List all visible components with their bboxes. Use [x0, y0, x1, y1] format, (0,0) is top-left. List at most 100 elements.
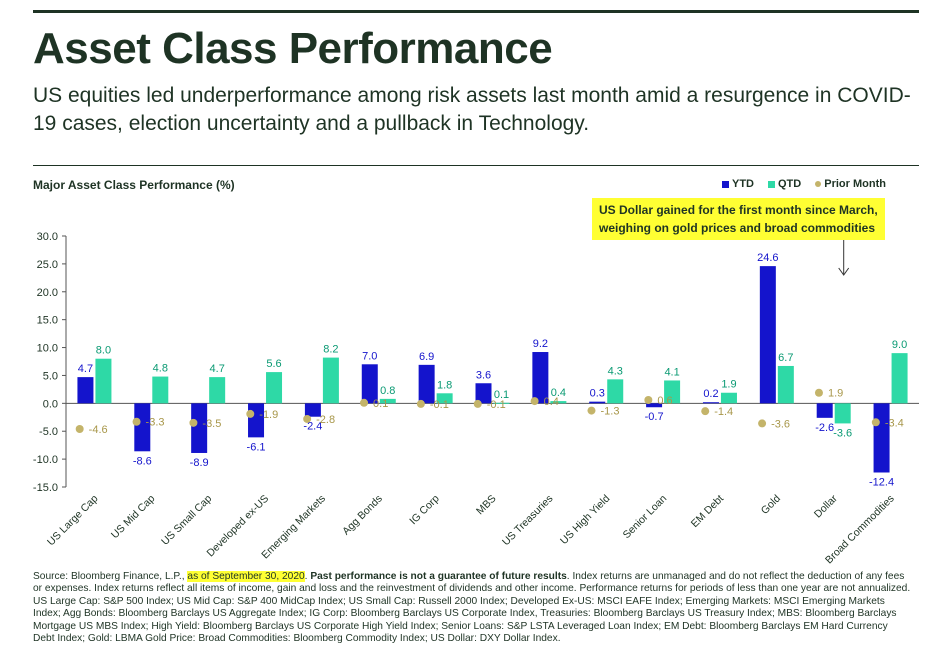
bar-qtd	[152, 376, 169, 404]
x-tick-label: US Small Cap	[159, 493, 214, 548]
bar-qtd	[379, 398, 396, 404]
bar-qtd	[834, 403, 851, 424]
data-label-qtd: 4.3	[608, 365, 623, 377]
legend-label-ytd: YTD	[732, 178, 754, 190]
bar-ytd	[702, 402, 719, 404]
data-label-qtd: 0.4	[551, 387, 566, 399]
bar-ytd	[475, 383, 492, 404]
dot-prior-month	[530, 397, 539, 406]
data-label-ytd: 7.0	[362, 350, 377, 362]
data-label-qtd: 5.6	[266, 358, 281, 370]
data-label-qtd: 0.1	[494, 389, 509, 401]
data-label-ytd: 4.7	[78, 363, 93, 375]
footnote-disclaimer: Past performance is not a guarantee of f…	[310, 571, 567, 582]
x-tick-label: Senior Loan	[621, 493, 670, 542]
legend-swatch-ytd	[722, 180, 729, 188]
data-label-prior-month: -1.9	[259, 409, 278, 421]
y-tick-label: -15.0	[33, 482, 58, 494]
page-title: Asset Class Performance	[33, 24, 553, 73]
data-label-prior-month: 1.9	[828, 388, 843, 400]
footnote-details: . Index returns are unmanaged and do not…	[33, 571, 911, 645]
data-label-qtd: 1.8	[437, 379, 452, 391]
bar-ytd	[77, 377, 94, 404]
dot-prior-month	[814, 388, 823, 397]
data-label-qtd: 1.9	[721, 379, 736, 391]
x-tick-label: US High Yield	[558, 493, 612, 547]
data-label-ytd: 9.2	[533, 338, 548, 350]
data-label-qtd: 4.7	[210, 363, 225, 375]
data-label-prior-month: -0.1	[487, 399, 506, 411]
chart-annotation-callout: US Dollar gained for the first month sin…	[592, 198, 885, 240]
dot-prior-month	[132, 417, 141, 426]
legend-label-qtd: QTD	[778, 178, 802, 190]
x-tick-label: MBS	[474, 493, 499, 518]
data-label-qtd: 8.2	[323, 344, 338, 356]
y-tick-label: 30.0	[37, 231, 58, 243]
annotation-arrow-head	[838, 267, 850, 276]
data-label-prior-month: -1.3	[600, 406, 619, 418]
bar-ytd	[873, 403, 890, 473]
dot-prior-month	[644, 395, 653, 404]
chart-title: Major Asset Class Performance (%)	[33, 178, 235, 192]
data-label-prior-month: -0.1	[430, 399, 449, 411]
data-label-ytd: -2.4	[303, 421, 322, 433]
data-label-qtd: 4.8	[153, 363, 168, 375]
dot-prior-month	[303, 414, 312, 423]
bar-qtd	[550, 401, 567, 404]
x-tick-label: Developed ex-US	[204, 493, 271, 560]
bar-qtd	[436, 393, 453, 404]
bar-ytd	[191, 403, 208, 453]
data-label-prior-month: -2.8	[316, 414, 335, 426]
annotation-line-2: weighing on gold prices and broad commod…	[599, 221, 876, 235]
data-label-ytd: 3.6	[476, 369, 491, 381]
x-tick-label: EM Debt	[689, 493, 726, 530]
data-label-prior-month: 0.1	[373, 398, 388, 410]
bar-ytd	[532, 352, 549, 404]
bar-qtd	[891, 353, 908, 404]
y-tick-label: 20.0	[37, 287, 58, 299]
y-tick-label: 25.0	[37, 259, 58, 271]
bar-qtd	[266, 372, 283, 404]
bar-ytd	[418, 364, 435, 404]
data-label-prior-month: 0.6	[657, 395, 672, 407]
data-label-ytd: -6.1	[247, 441, 266, 453]
annotation-line-1: US Dollar gained for the first month sin…	[599, 203, 878, 217]
dot-prior-month	[701, 407, 710, 416]
data-label-qtd: 4.1	[664, 366, 679, 378]
x-tick-label: Agg Bonds	[340, 493, 385, 538]
x-tick-label: US Treasuries	[500, 493, 556, 549]
x-tick-label: Dollar	[812, 492, 840, 520]
data-label-prior-month: -3.3	[146, 417, 165, 429]
data-label-ytd: -2.6	[815, 422, 834, 434]
y-tick-label: 5.0	[43, 370, 58, 382]
legend-item-prior-month: Prior Month	[815, 178, 886, 190]
bar-ytd	[134, 403, 151, 452]
dot-prior-month	[587, 406, 596, 415]
dot-prior-month	[416, 399, 425, 408]
data-label-qtd: -3.6	[833, 427, 852, 439]
data-label-ytd: -0.7	[645, 411, 664, 423]
bar-ytd	[759, 266, 776, 404]
bar-ytd	[361, 364, 378, 404]
chart-legend: YTD QTD Prior Month	[722, 178, 886, 190]
legend-item-ytd: YTD	[722, 178, 754, 190]
bar-qtd	[493, 402, 510, 404]
x-tick-label: US Large Cap	[45, 493, 101, 549]
data-label-ytd: 0.3	[590, 388, 605, 400]
page-subtitle: US equities led underperformance among r…	[33, 84, 911, 135]
y-tick-label: 10.0	[37, 343, 58, 355]
bar-qtd	[322, 357, 339, 404]
footnote: Source: Bloomberg Finance, L.P., as of S…	[33, 571, 911, 645]
data-label-prior-month: -3.4	[885, 417, 904, 429]
bar-qtd	[95, 358, 112, 404]
data-label-qtd: 8.0	[96, 345, 111, 357]
x-tick-label: IG Corp	[407, 493, 442, 528]
bar-ytd	[589, 401, 606, 404]
data-label-prior-month: -4.6	[89, 424, 108, 436]
dot-prior-month	[189, 418, 198, 427]
legend-dot-prior-month	[815, 181, 822, 187]
data-label-qtd: 6.7	[778, 352, 793, 364]
data-label-ytd: 24.6	[757, 252, 778, 264]
y-tick-label: 0.0	[43, 398, 58, 410]
bar-qtd	[209, 377, 226, 404]
